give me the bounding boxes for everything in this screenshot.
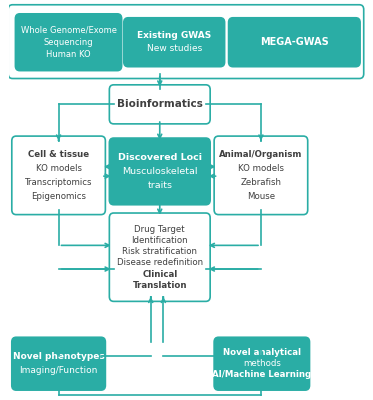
Text: Musculoskeletal: Musculoskeletal (122, 167, 198, 176)
Text: Risk stratification: Risk stratification (122, 247, 197, 256)
FancyBboxPatch shape (8, 5, 364, 78)
FancyBboxPatch shape (109, 138, 210, 205)
Text: Whole Genome/Exome: Whole Genome/Exome (21, 26, 116, 35)
Text: Sequencing: Sequencing (44, 38, 93, 47)
Text: traits: traits (147, 181, 172, 190)
Text: AI/Machine Learning: AI/Machine Learning (212, 370, 311, 379)
FancyBboxPatch shape (15, 14, 122, 71)
Text: Translation: Translation (132, 281, 187, 290)
Text: Disease redefinition: Disease redefinition (117, 258, 203, 267)
FancyBboxPatch shape (229, 18, 360, 67)
Text: Discovered Loci: Discovered Loci (118, 153, 202, 162)
Text: KO models: KO models (238, 164, 284, 173)
FancyBboxPatch shape (109, 213, 210, 301)
Text: Drug Target: Drug Target (134, 224, 185, 234)
FancyBboxPatch shape (214, 136, 308, 214)
Text: KO models: KO models (35, 164, 82, 173)
FancyBboxPatch shape (214, 337, 310, 390)
Text: New studies: New studies (147, 44, 202, 53)
Text: Animal/Organism: Animal/Organism (219, 150, 303, 159)
Text: MEGA-GWAS: MEGA-GWAS (260, 37, 329, 47)
Text: Clinical: Clinical (142, 270, 178, 278)
FancyBboxPatch shape (124, 18, 225, 67)
FancyBboxPatch shape (12, 136, 106, 214)
Text: Mouse: Mouse (247, 192, 275, 200)
Text: Novel analytical: Novel analytical (223, 348, 301, 357)
Text: Cell & tissue: Cell & tissue (28, 150, 89, 159)
Text: Identification: Identification (131, 236, 188, 245)
Text: Human KO: Human KO (46, 50, 91, 58)
Text: Zebrafish: Zebrafish (241, 178, 281, 187)
Text: Existing GWAS: Existing GWAS (137, 31, 211, 40)
Text: Transcriptomics: Transcriptomics (25, 178, 93, 187)
Text: Bioinformatics: Bioinformatics (117, 99, 203, 109)
FancyBboxPatch shape (109, 85, 210, 124)
Text: Imaging/Function: Imaging/Function (19, 366, 98, 376)
Text: Novel phenotypes: Novel phenotypes (13, 352, 104, 361)
FancyBboxPatch shape (12, 337, 106, 390)
Text: Epigenomics: Epigenomics (31, 192, 86, 200)
Text: methods: methods (243, 359, 281, 368)
